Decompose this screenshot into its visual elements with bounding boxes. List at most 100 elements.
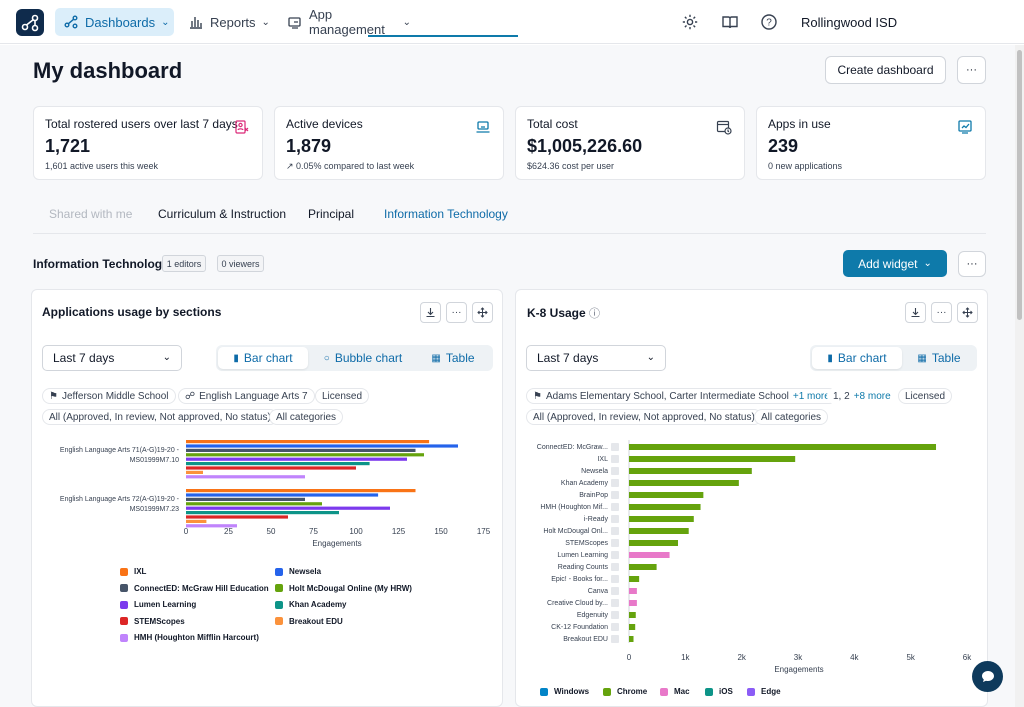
bar-hmh-houghton-mifflin-harcourt- (186, 524, 237, 528)
filter-chip-label: Jefferson Middle School (61, 390, 169, 402)
card-value: 1,721 (45, 136, 91, 156)
card-title: Active devices (286, 117, 363, 131)
filter-chip-grades[interactable]: 1, 2 +8 more (827, 388, 897, 404)
nav-app-management[interactable]: App management ⌄ (279, 7, 419, 37)
x-tick-label: 6k (963, 653, 972, 662)
bar-holt-mcdougal-online-my-hrw- (186, 502, 322, 506)
category-label: Breakout EDU (563, 636, 608, 643)
bar-stemscopes (186, 466, 356, 470)
legend-item[interactable]: Lumen Learning (120, 600, 196, 609)
legend-item[interactable]: Chrome (603, 687, 647, 696)
x-tick-label: 3k (794, 653, 803, 662)
nav-reports[interactable]: Reports ⌄ (180, 8, 270, 36)
settings-gear-icon[interactable] (681, 13, 699, 31)
widget-more-button[interactable]: ··· (931, 302, 952, 323)
legend-item[interactable]: Holt McDougal Online (My HRW) (275, 584, 412, 593)
filter-chip-status[interactable]: All (Approved, In review, Not approved, … (42, 409, 278, 425)
filter-chip-status[interactable]: All (Approved, In review, Not approved, … (526, 409, 762, 425)
create-dashboard-button[interactable]: Create dashboard (825, 56, 946, 84)
filter-chip-schools[interactable]: ⚑ Adams Elementary School, Carter Interme… (526, 388, 837, 404)
app-logo-icon (611, 467, 619, 475)
filter-chip-categories[interactable]: All categories (269, 409, 344, 425)
legend-label: Lumen Learning (134, 600, 197, 609)
chevron-down-icon: ⌄ (646, 352, 655, 363)
download-icon[interactable] (905, 302, 926, 323)
date-range-select[interactable]: Last 7 days ⌄ (526, 345, 666, 371)
tab-information-technology[interactable]: Information Technology (384, 207, 508, 221)
book-icon[interactable] (721, 13, 739, 31)
legend-item[interactable]: iOS (705, 687, 733, 696)
legend-item[interactable]: Newsela (275, 567, 321, 576)
more-options-button[interactable]: ··· (957, 56, 986, 84)
active-tab-indicator (368, 35, 518, 37)
add-widget-button[interactable]: Add widget ⌄ (843, 250, 947, 277)
info-icon[interactable]: ⓘ (589, 308, 601, 320)
legend-item[interactable]: Khan Academy (275, 600, 347, 609)
legend-item[interactable]: Breakout EDU (275, 617, 343, 626)
x-tick-label: 4k (850, 653, 859, 662)
app-logo-icon (611, 635, 619, 643)
legend-item[interactable]: STEMScopes (120, 617, 185, 626)
chat-support-button[interactable] (972, 661, 1003, 692)
category-label: Newsela (581, 468, 608, 475)
bar-hmh-houghton-mifflin-harcourt- (186, 475, 305, 479)
tab-shared-with-me[interactable]: Shared with me (49, 207, 133, 221)
section-more-button[interactable]: ··· (958, 251, 986, 277)
more-grades-link[interactable]: +8 more (853, 390, 891, 402)
category-label: i-Ready (584, 516, 609, 523)
date-range-select[interactable]: Last 7 days ⌄ (42, 345, 182, 371)
legend-swatch (603, 687, 611, 696)
app-logo-icon (611, 563, 619, 571)
bubble-chart-view-button[interactable]: ○ Bubble chart (313, 347, 413, 369)
category-label: MS01999M7.23 (130, 506, 180, 513)
filter-chip-licensed[interactable]: Licensed (315, 388, 370, 404)
app-logo-icon (611, 491, 619, 499)
more-schools-link[interactable]: +1 more (792, 390, 830, 402)
tab-principal[interactable]: Principal (308, 207, 355, 221)
download-icon[interactable] (420, 302, 441, 323)
category-label: CK-12 Foundation (551, 624, 608, 631)
legend-label: Windows (554, 687, 590, 696)
app-logo-icon (611, 587, 619, 595)
drag-move-icon[interactable] (957, 302, 978, 323)
card-active-devices: Active devices 1,879 ↗ 0.05% compared to… (274, 106, 504, 180)
page-scrollbar[interactable] (1015, 45, 1024, 707)
table-view-button[interactable]: ▦ Table (418, 347, 488, 369)
filter-chip-licensed[interactable]: Licensed (898, 388, 953, 404)
help-icon[interactable]: ? (760, 13, 778, 31)
filter-chip-categories[interactable]: All categories (754, 409, 829, 425)
legend-item[interactable]: IXL (120, 567, 146, 576)
editors-badge[interactable]: 1 editors (162, 255, 206, 272)
widget-more-button[interactable]: ··· (446, 302, 467, 323)
legend-item[interactable]: Edge (747, 687, 781, 696)
viewers-badge[interactable]: 0 viewers (217, 255, 264, 272)
app-logo[interactable] (16, 9, 44, 36)
tab-curriculum-instruction[interactable]: Curriculum & Instruction (158, 207, 287, 221)
app-logo-icon (611, 551, 619, 559)
drag-move-icon[interactable] (472, 302, 493, 323)
widget-title: K-8 Usage ⓘ (527, 305, 600, 321)
legend-item[interactable]: Mac (660, 687, 690, 696)
bar-reading-counts (629, 564, 657, 570)
bar-chart-view-button[interactable]: ▮ Bar chart (812, 347, 902, 369)
nav-dashboards[interactable]: Dashboards ⌄ (55, 8, 174, 36)
legend-item[interactable]: Windows (540, 687, 589, 696)
widget-applications-usage: Applications usage by sections ··· Last … (31, 289, 503, 707)
bar-lumen-learning (186, 506, 390, 510)
app-management-icon (287, 14, 303, 30)
bar-lumen-learning (186, 457, 407, 461)
filter-chip-class[interactable]: ☍ English Language Arts 7 (178, 388, 315, 404)
filter-chip-school[interactable]: ⚑ Jefferson Middle School (42, 388, 176, 404)
legend-label: Khan Academy (289, 600, 347, 609)
organization-name[interactable]: Rollingwood ISD (801, 15, 898, 30)
legend-item[interactable]: HMH (Houghton Mifflin Harcourt) (120, 633, 259, 642)
category-label: ConnectED: McGraw... (537, 444, 608, 451)
users-icon (234, 119, 250, 135)
bar-newsela (629, 468, 752, 474)
legend-item[interactable]: ConnectED: McGraw Hill Education (120, 584, 269, 593)
x-tick-label: 125 (392, 527, 406, 536)
app-logo-icon (611, 455, 619, 463)
table-view-button[interactable]: ▦ Table (905, 347, 973, 369)
scrollbar-thumb[interactable] (1017, 50, 1022, 320)
bar-chart-view-button[interactable]: ▮ Bar chart (218, 347, 308, 369)
